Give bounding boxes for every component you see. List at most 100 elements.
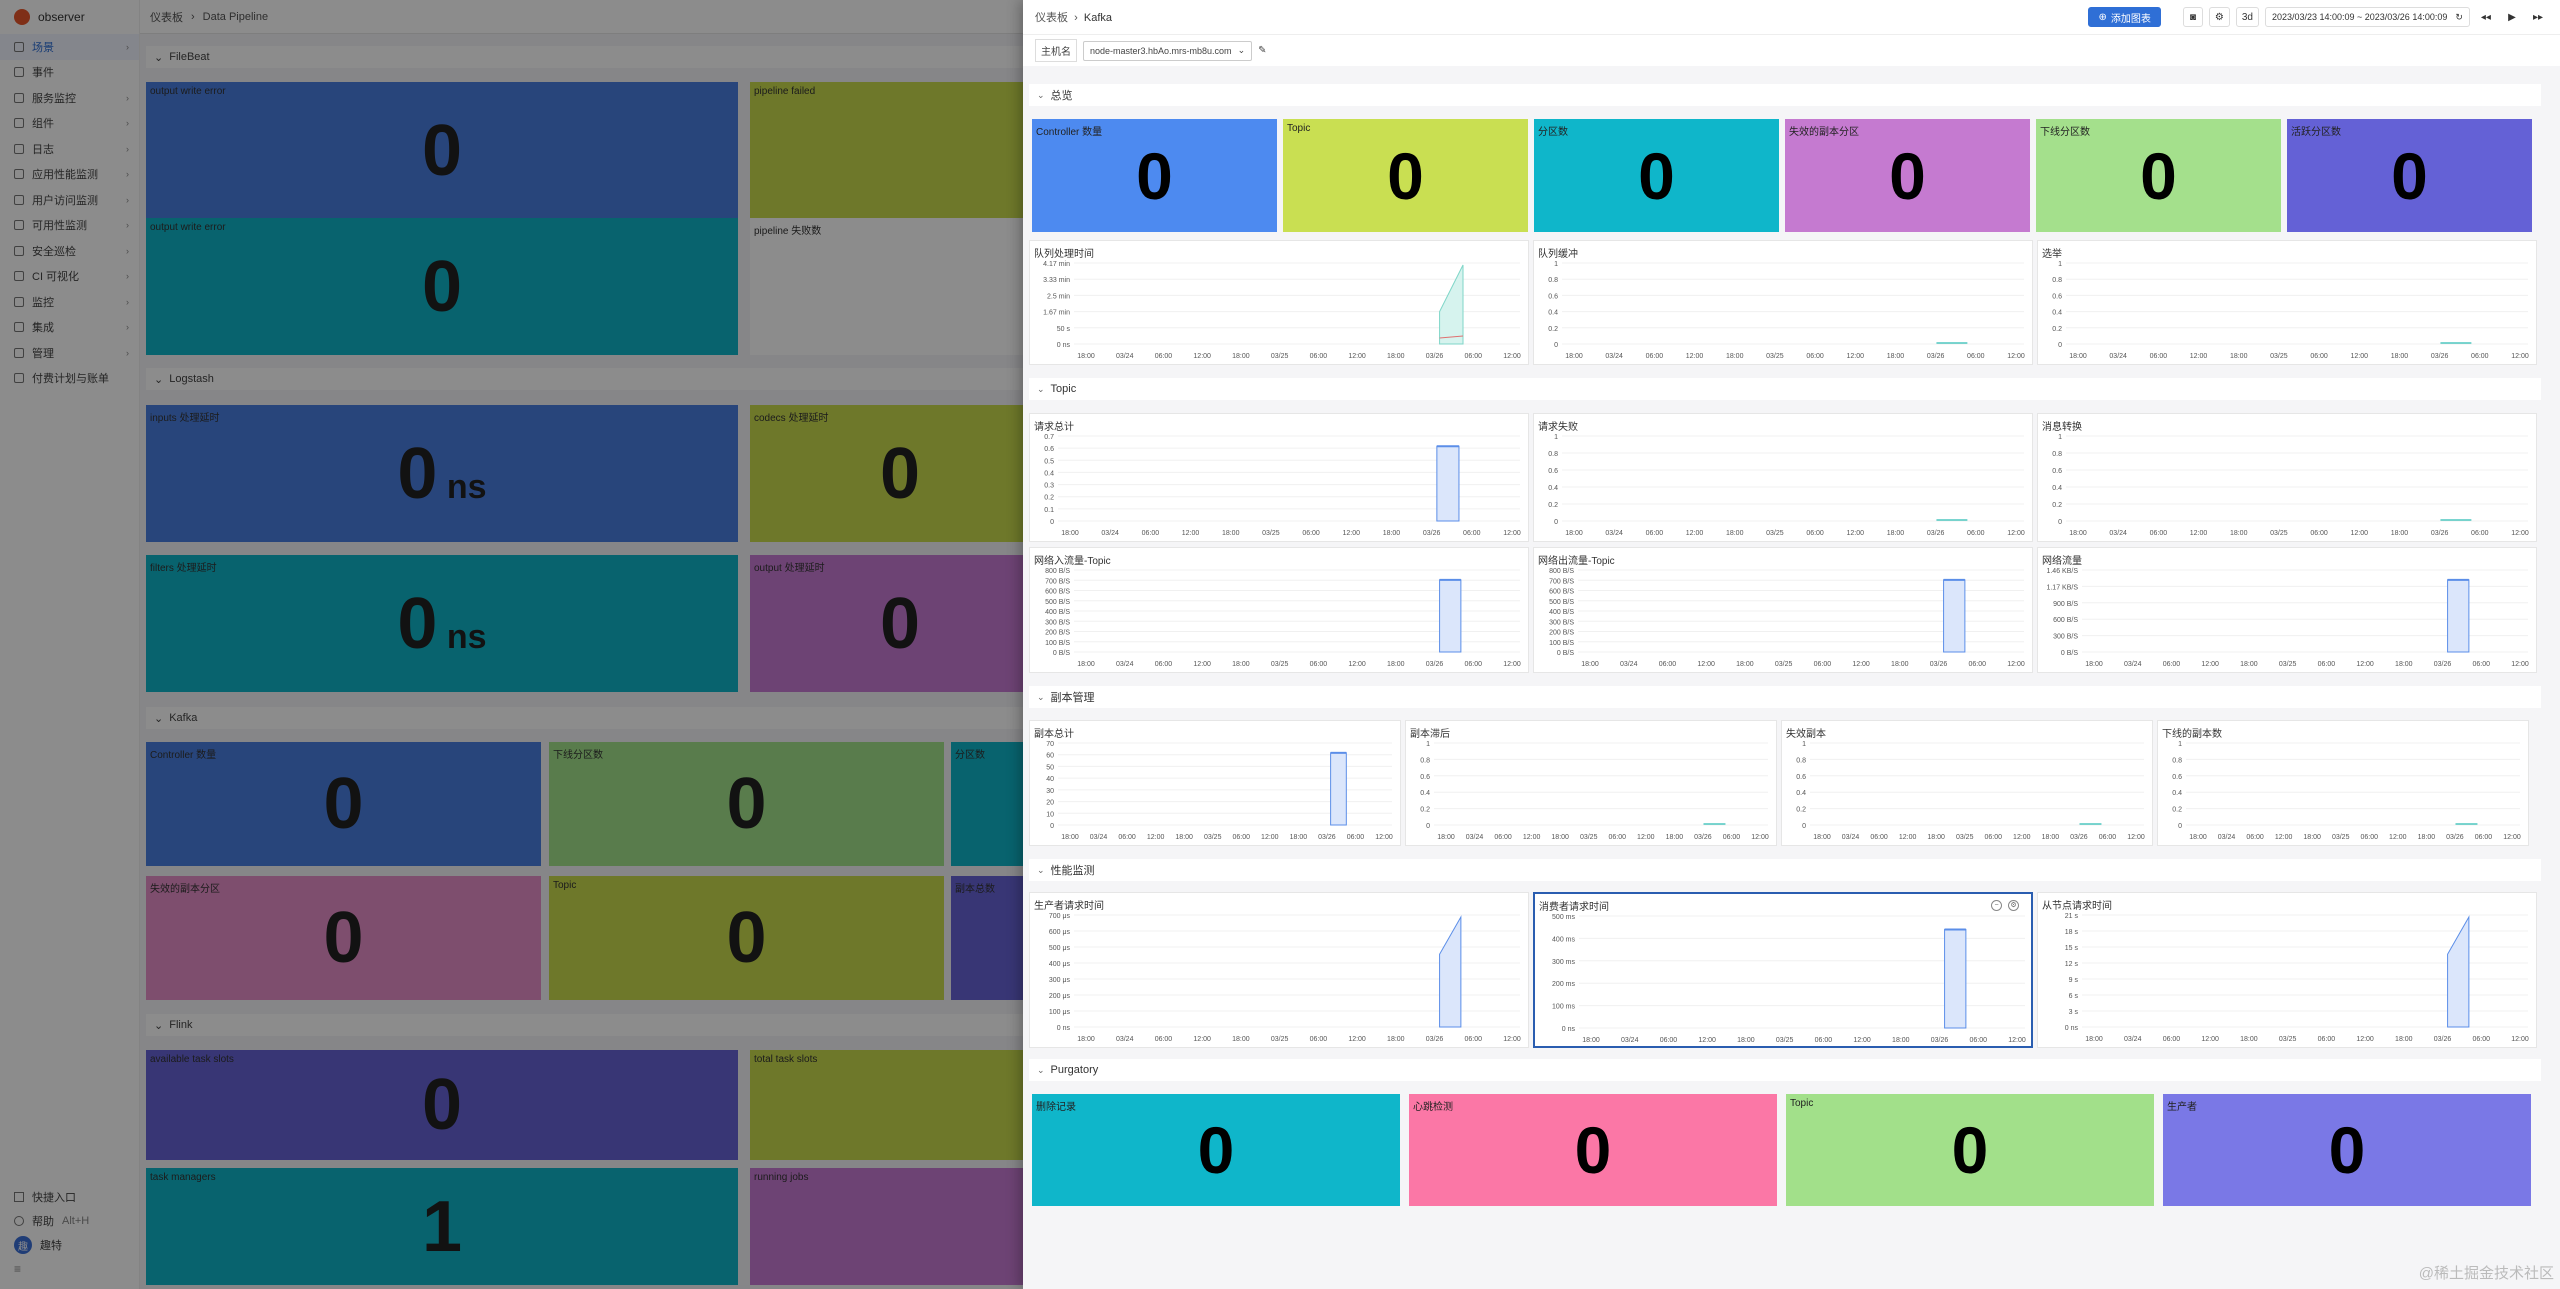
x-tick-label: 03/24 xyxy=(1842,834,1860,841)
app-logo[interactable]: observer xyxy=(0,0,139,34)
chart-panel-consumer-req[interactable]: 消费者请求时间 − ⚙ 500 ms 400 ms 300 ms 200 ms 100 ms 0… xyxy=(1533,892,2033,1048)
time-shortcut-button[interactable]: 3d xyxy=(2235,7,2259,27)
chevron-down-icon: ⌄ xyxy=(1037,383,1045,394)
sidebar-item[interactable]: 场景 › xyxy=(0,34,139,60)
user-menu[interactable]: 趣趣特 xyxy=(0,1233,140,1257)
stat-value: 0 xyxy=(1889,138,1926,213)
host-select[interactable]: node-master3.hbAo.mrs-mb8u.com ⌄ xyxy=(1083,40,1253,61)
panel-title: 失效的副本分区 xyxy=(150,884,220,895)
sidebar-item[interactable]: 日志 › xyxy=(0,136,139,162)
section-header-topic[interactable]: ⌄ Topic xyxy=(1029,378,2541,400)
x-tick-label: 06:00 xyxy=(1155,1036,1173,1043)
background-section-header[interactable]: ⌄ Logstash xyxy=(146,368,1046,390)
x-tick-label: 03/24 xyxy=(1101,530,1119,537)
chart-panel-queue-time[interactable]: 队列处理时间 4.17 min 3.33 min 2.5 min 1.67 min 50 … xyxy=(1029,240,1529,365)
background-section-title: Kafka xyxy=(169,712,198,724)
sidebar-item[interactable]: 服务监控 › xyxy=(0,85,139,111)
background-stat-panel: running jobs xyxy=(750,1168,1050,1285)
background-section-header[interactable]: ⌄ FileBeat xyxy=(146,46,1046,68)
sidebar-item[interactable]: 事件 xyxy=(0,60,139,86)
x-tick-label: 18:00 xyxy=(1726,530,1744,537)
sidebar-item[interactable]: 用户访问监测 › xyxy=(0,187,139,213)
x-tick-label: 06:00 xyxy=(1814,661,1832,668)
chart-panel-replica-under[interactable]: 下线的副本数 1 0.8 0.6 0.4 0.2 0 18:00 03/24 06:00 12:00… xyxy=(2157,720,2529,846)
chart-panel-replica-total[interactable]: 副本总计 70 60 50 40 30 20 10 0 18:00 03/24 06:00 12:00 1… xyxy=(1029,720,1401,846)
x-tick-label: 12:00 xyxy=(1637,834,1655,841)
chevron-right-icon: › xyxy=(126,347,129,358)
y-tick-label: 0.6 xyxy=(1548,468,1558,475)
chart-panel-req-fail[interactable]: 请求失败 1 0.8 0.6 0.4 0.2 0 18:00 03/24 06:00 12:00 18… xyxy=(1533,413,2033,542)
background-section-header[interactable]: ⌄ Flink xyxy=(146,1014,1046,1036)
zoom-icon[interactable]: − xyxy=(1991,900,2002,911)
chart-panel-net-in-topic[interactable]: 网络入流量-Topic 800 B/S 700 B/S 600 B/S 500 B/S 4… xyxy=(1029,547,1529,673)
stat-title: Topic xyxy=(1287,123,1311,134)
add-chart-button[interactable]: ⊕ 添加图表 xyxy=(2088,7,2161,27)
y-tick-label: 1 xyxy=(1426,741,1430,748)
sidebar-item-label: CI 可视化 xyxy=(32,271,80,284)
series-area xyxy=(1330,752,1347,826)
x-tick-label: 06:00 xyxy=(1967,530,1985,537)
edit-icon[interactable]: ✎ xyxy=(1258,45,1267,56)
settings-button[interactable]: ⚙ xyxy=(2208,7,2230,27)
y-tick-label: 1.17 KB/S xyxy=(2046,584,2078,591)
help-button[interactable]: 帮助 Alt+H xyxy=(0,1209,140,1233)
sidebar-item[interactable]: 可用性监测 › xyxy=(0,213,139,239)
chart-panel-net-out-topic[interactable]: 网络出流量-Topic 800 B/S 700 B/S 600 B/S 500 B/S 4… xyxy=(1533,547,2033,673)
settings-icon[interactable]: ⚙ xyxy=(2008,900,2019,911)
breadcrumb-root[interactable]: 仪表板 xyxy=(150,11,183,24)
chart-panel-req-total[interactable]: 请求总计 0.7 0.6 0.5 0.4 0.3 0.2 0.1 0 18:00 03/24 06:0… xyxy=(1029,413,1529,542)
x-tick-label: 06:00 xyxy=(2246,834,2264,841)
x-tick-label: 03/25 xyxy=(1271,1036,1289,1043)
sidebar-item[interactable]: 管理 › xyxy=(0,340,139,366)
sidebar-item[interactable]: 组件 › xyxy=(0,111,139,137)
rewind-button[interactable]: ◂◂ xyxy=(2475,7,2496,27)
x-tick-label: 18:00 xyxy=(1232,661,1250,668)
y-tick-label: 600 B/S xyxy=(1549,589,1574,596)
x-tick-label: 12:00 xyxy=(1697,661,1715,668)
section-header-perf[interactable]: ⌄ 性能监测 xyxy=(1029,859,2541,881)
x-tick-label: 06:00 xyxy=(2163,661,2181,668)
breadcrumb-dashboards[interactable]: 仪表板 xyxy=(1035,12,1068,24)
chart-panel-msg-convert[interactable]: 消息转换 1 0.8 0.6 0.4 0.2 0 18:00 03/24 06:00 12:00 18… xyxy=(2037,413,2537,542)
chart-panel-producer-req[interactable]: 生产者请求时间 700 μs 600 μs 500 μs 400 μs 300 μs 200… xyxy=(1029,892,1529,1048)
chart-panel-replica-fail[interactable]: 失效副本 1 0.8 0.6 0.4 0.2 0 18:00 03/24 06:00 12:00 18… xyxy=(1781,720,2153,846)
chart-panel-replica-lag[interactable]: 副本滞后 1 0.8 0.6 0.4 0.2 0 18:00 03/24 06:00 12:00 18… xyxy=(1405,720,1777,846)
sidebar-item[interactable]: CI 可视化 › xyxy=(0,264,139,290)
chart-panel-queue-size[interactable]: 队列缓冲 1 0.8 0.6 0.4 0.2 0 18:00 03/24 06:00 12:00 18… xyxy=(1533,240,2033,365)
section-header-replica[interactable]: ⌄ 副本管理 xyxy=(1029,686,2541,708)
x-tick-label: 18:00 xyxy=(2418,834,2436,841)
background-section-header[interactable]: ⌄ Kafka xyxy=(146,707,1046,729)
x-tick-label: 03/25 xyxy=(1262,530,1280,537)
collapse-sidebar-button[interactable]: ≡ xyxy=(14,1262,22,1276)
help-icon xyxy=(14,1216,24,1226)
modal-overlay[interactable] xyxy=(0,0,1023,1289)
chart-panel-net-flow[interactable]: 网络流量 1.46 KB/S 1.17 KB/S 900 B/S 600 B/S 300 … xyxy=(2037,547,2537,673)
sidebar-bottom: 快捷入口 帮助 Alt+H 趣趣特 ≡ xyxy=(0,1185,140,1281)
quick-entry-button[interactable]: 快捷入口 xyxy=(0,1185,140,1209)
x-tick-label: 18:00 xyxy=(2240,1036,2258,1043)
sidebar-item[interactable]: 集成 › xyxy=(0,315,139,341)
chart-svg: 700 μs 600 μs 500 μs 400 μs 300 μs 200 μs 100 … xyxy=(1049,913,1521,1043)
save-button[interactable]: ◙ xyxy=(2182,7,2203,27)
time-range-picker[interactable]: 2023/03/23 14:00:09 ~ 2023/03/26 14:00:0… xyxy=(2264,7,2470,27)
y-tick-label: 0.2 xyxy=(1420,807,1430,814)
y-tick-label: 0.2 xyxy=(1796,807,1806,814)
sidebar-item[interactable]: 应用性能监测 › xyxy=(0,162,139,188)
sidebar-item[interactable]: 监控 › xyxy=(0,289,139,315)
sidebar-item[interactable]: 安全巡检 › xyxy=(0,238,139,264)
x-tick-label: 12:00 xyxy=(1751,834,1769,841)
x-tick-label: 06:00 xyxy=(1302,530,1320,537)
user-icon xyxy=(14,194,24,205)
chart-panel-election[interactable]: 选举 1 0.8 0.6 0.4 0.2 0 18:00 03/24 06:00 12:00 18:0… xyxy=(2037,240,2537,365)
forward-button[interactable]: ▸▸ xyxy=(2527,7,2548,27)
x-tick-label: 18:00 xyxy=(1666,834,1684,841)
section-header-overview[interactable]: ⌄ 总览 xyxy=(1029,84,2541,106)
app-name: observer xyxy=(38,10,85,24)
section-header-purgatory[interactable]: ⌄ Purgatory xyxy=(1029,1059,2541,1081)
chart-panel-follower-req[interactable]: 从节点请求时间 21 s 18 s 15 s 12 s 9 s 6 s 3 s 0 ns 18:0… xyxy=(2037,892,2537,1048)
refresh-icon[interactable]: ↻ xyxy=(2455,11,2463,22)
play-button[interactable]: ▶ xyxy=(2501,7,2522,27)
y-tick-label: 600 B/S xyxy=(1045,589,1070,596)
y-tick-label: 0.1 xyxy=(1044,507,1054,514)
sidebar-item[interactable]: 付费计划与账单 xyxy=(0,366,139,392)
